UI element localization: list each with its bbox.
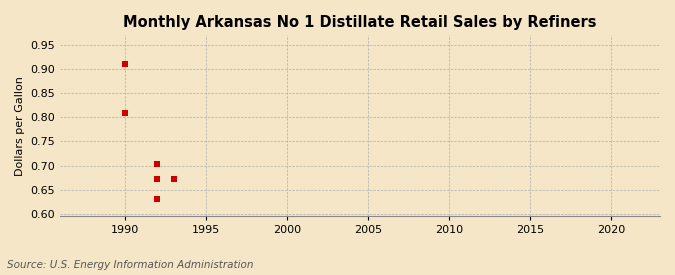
Point	[152, 177, 163, 181]
Y-axis label: Dollars per Gallon: Dollars per Gallon	[15, 76, 25, 176]
Point	[152, 162, 163, 166]
Title: Monthly Arkansas No 1 Distillate Retail Sales by Refiners: Monthly Arkansas No 1 Distillate Retail …	[124, 15, 597, 30]
Point	[152, 197, 163, 201]
Text: Source: U.S. Energy Information Administration: Source: U.S. Energy Information Administ…	[7, 260, 253, 270]
Point	[168, 177, 179, 181]
Point	[168, 177, 179, 181]
Point	[119, 110, 130, 115]
Point	[119, 62, 130, 67]
